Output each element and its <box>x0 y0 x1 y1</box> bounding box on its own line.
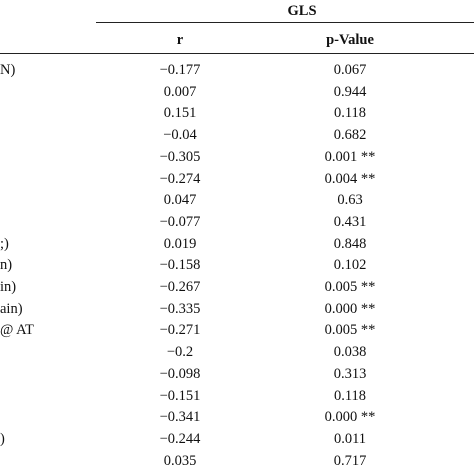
row-label: n) <box>0 257 13 274</box>
r-value: −0.098 <box>159 365 201 382</box>
r-value: −0.341 <box>159 409 201 426</box>
p-value: 0.000 ** <box>324 409 376 426</box>
p-value: 0.005 ** <box>324 322 376 339</box>
p-value: 0.004 ** <box>324 170 376 187</box>
p-value: 0.431 <box>333 213 367 230</box>
r-value: −0.305 <box>159 148 201 165</box>
column-header: p-Value <box>326 32 374 48</box>
group-header: GLS <box>287 3 317 19</box>
r-value: 0.035 <box>163 452 197 469</box>
group-rule <box>96 22 474 23</box>
row-label: N) <box>0 62 16 78</box>
r-value: −0.2 <box>166 344 194 361</box>
p-value: 0.63 <box>337 192 363 209</box>
r-value: −0.151 <box>159 387 201 404</box>
r-value: −0.271 <box>159 322 201 339</box>
p-value: 0.944 <box>333 83 367 100</box>
row-label: ain) <box>0 300 23 317</box>
column-header: r <box>176 32 184 48</box>
r-value: 0.019 <box>163 235 197 252</box>
p-value: 0.011 <box>333 430 367 447</box>
r-value: −0.267 <box>159 279 201 295</box>
p-value: 0.118 <box>333 387 367 404</box>
p-value: 0.848 <box>333 235 367 252</box>
p-value: 0.313 <box>333 365 367 382</box>
r-value: −0.04 <box>163 127 197 144</box>
r-value: 0.151 <box>163 105 197 122</box>
p-value: 0.067 <box>333 62 367 78</box>
r-value: −0.335 <box>159 300 201 317</box>
p-value: 0.000 ** <box>324 300 376 317</box>
row-label: @ AT <box>0 322 34 339</box>
p-value: 0.717 <box>333 452 367 469</box>
p-value: 0.001 ** <box>324 148 376 165</box>
row-label: ;) <box>0 235 9 252</box>
r-value: −0.077 <box>159 213 201 230</box>
p-value: 0.118 <box>333 105 367 122</box>
p-value: 0.682 <box>333 127 367 144</box>
p-value: 0.038 <box>333 344 367 361</box>
header-rule <box>0 53 474 54</box>
p-value: 0.102 <box>333 257 367 274</box>
r-value: 0.007 <box>163 83 197 100</box>
r-value: −0.274 <box>159 170 201 187</box>
row-label: in) <box>0 279 17 295</box>
row-label: ) <box>0 430 5 447</box>
r-value: −0.158 <box>159 257 201 274</box>
r-value: −0.244 <box>159 430 201 447</box>
r-value: 0.047 <box>163 192 197 209</box>
p-value: 0.005 ** <box>324 279 376 295</box>
r-value: −0.177 <box>159 62 201 78</box>
